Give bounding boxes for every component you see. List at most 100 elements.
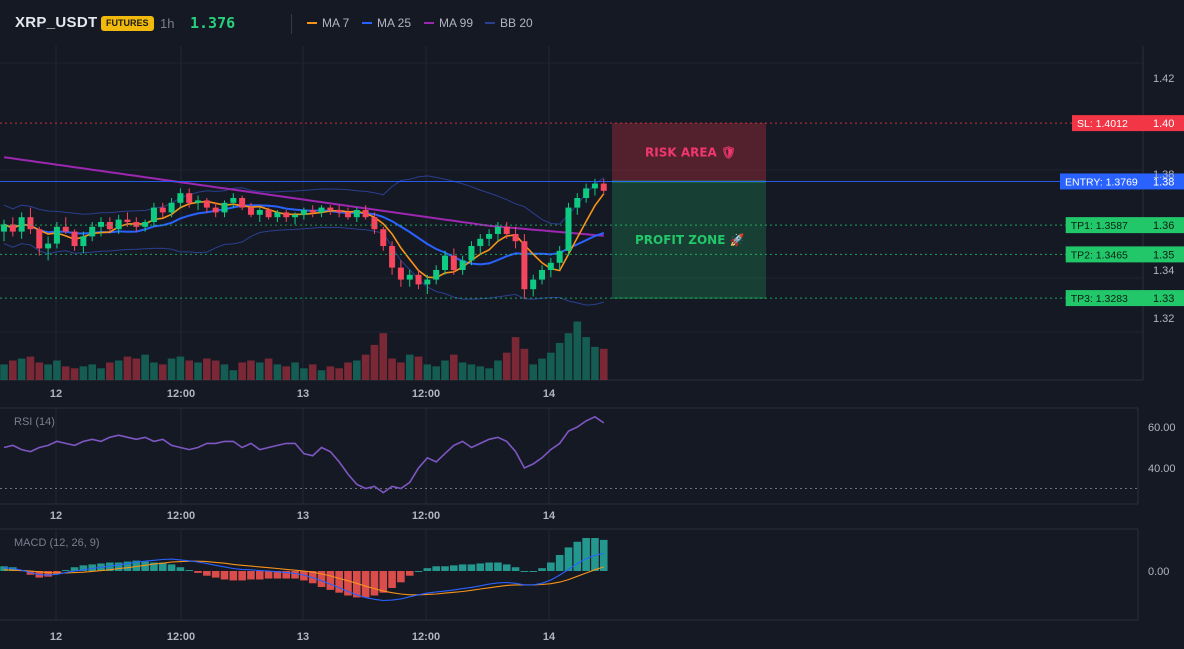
macd-histogram-bar <box>564 547 573 571</box>
volume-bar <box>220 364 229 380</box>
level-axis-box <box>1143 217 1184 234</box>
level-axis-box <box>1143 173 1184 190</box>
candle-body <box>89 226 96 237</box>
volume-bar <box>203 358 211 380</box>
volume-bar <box>44 364 52 380</box>
rsi-tick-label: 60.00 <box>1148 422 1176 434</box>
level-axis-box <box>1143 115 1184 132</box>
price-axis: 1.42 1.38 1.34 1.32 12 12:00 13 12:00 14 12 12:00 1… <box>50 73 1175 643</box>
candle-body <box>106 222 113 230</box>
macd-histogram-bar <box>511 567 520 571</box>
candle-body <box>547 262 554 270</box>
candle-body <box>397 267 404 280</box>
macd-histogram-bar <box>405 571 414 576</box>
volume-bar <box>150 362 158 380</box>
volume-bar <box>211 360 220 380</box>
level-axis-box <box>1143 246 1184 263</box>
candle-body <box>124 219 131 222</box>
candle-body <box>565 207 572 251</box>
candle-body <box>318 207 325 213</box>
rsi-title: RSI (14) <box>14 416 55 428</box>
volume-bar <box>238 362 246 380</box>
candle-body <box>150 207 157 222</box>
macd-histogram-bar <box>61 570 70 572</box>
macd-histogram-bar <box>361 571 370 598</box>
level-axis-value: 1.35 <box>1153 249 1174 261</box>
macd-histogram-bar <box>158 562 167 571</box>
candle-body <box>133 222 140 227</box>
volume-bar <box>432 366 440 380</box>
volume-bar <box>185 360 194 380</box>
volume-bar <box>0 364 8 380</box>
price-tick-label: 1.38 <box>1153 169 1174 181</box>
legend-ma7[interactable]: MA 7 <box>307 16 349 30</box>
candle-body <box>591 183 598 189</box>
macd-time-tick-label: 14 <box>543 631 556 643</box>
volume-bar <box>458 362 467 380</box>
level-axis-value: 1.38 <box>1153 176 1174 188</box>
macd-histogram-bar <box>397 571 405 583</box>
macd-histogram-bar <box>0 566 8 571</box>
rsi-pane: RSI (14) 60.00 40.00 <box>0 415 1176 494</box>
volume-bar <box>53 360 61 380</box>
volume-bar <box>547 352 555 380</box>
volume-bar <box>485 368 493 380</box>
macd-histogram-bar <box>44 571 52 577</box>
legend-ma25[interactable]: MA 25 <box>362 16 411 30</box>
candle-body <box>1 224 7 232</box>
macd-histogram-bar <box>9 567 17 571</box>
macd-histogram-bar <box>106 562 114 571</box>
candle-body <box>9 224 16 232</box>
candle-body <box>583 188 590 198</box>
timeframe-selector[interactable]: 1h <box>160 16 175 31</box>
last-price: 1.376 <box>190 14 236 32</box>
level-label: ENTRY: 1.3769 <box>1065 176 1138 188</box>
macd-time-tick-label: 12 <box>50 631 62 643</box>
candle-body <box>283 212 290 218</box>
volume-bar <box>255 362 264 380</box>
candle-body <box>415 274 422 285</box>
volume-bar <box>397 362 405 380</box>
macd-signal-line <box>3 560 604 596</box>
candle-body <box>256 210 263 215</box>
volume-bar <box>520 348 529 380</box>
macd-histogram-bar <box>326 571 335 590</box>
price-time-tick-label: 13 <box>297 388 309 400</box>
legend-ma99[interactable]: MA 99 <box>424 16 473 30</box>
volume-bar <box>35 362 44 380</box>
candle-body <box>142 222 149 227</box>
volume-bar <box>476 366 485 380</box>
volume-bar <box>423 364 432 380</box>
profit-zone <box>612 181 766 299</box>
macd-line <box>3 552 604 602</box>
legend-bb20[interactable]: BB 20 <box>485 16 533 30</box>
macd-histogram-bar <box>114 562 123 571</box>
macd-histogram-bar <box>247 571 255 580</box>
symbol-name[interactable]: XRP_USDT <box>15 14 98 31</box>
volume-bar <box>167 358 176 380</box>
volume-bar <box>9 360 17 380</box>
macd-histogram-bar <box>494 562 502 571</box>
macd-histogram-bar <box>520 571 529 572</box>
volume-bar <box>97 368 105 380</box>
candle-body <box>539 270 546 280</box>
volume-bars <box>0 321 608 380</box>
level-label: TP3: 1.3283 <box>1071 293 1128 305</box>
rsi-tick-label: 40.00 <box>1148 463 1176 475</box>
level-axis-value: 1.36 <box>1153 220 1174 232</box>
macd-histogram-bar <box>282 571 291 579</box>
bollinger-bands <box>3 175 605 306</box>
macd-histogram-bar <box>211 571 220 578</box>
legend-ma7-label: MA 7 <box>322 16 350 30</box>
volume-bar <box>467 364 476 380</box>
candle-body <box>186 193 193 203</box>
level-label-box <box>1065 217 1143 234</box>
candle-body <box>424 279 431 285</box>
macd-histogram-bar <box>141 561 149 571</box>
candle-body <box>477 238 484 246</box>
price-tick-label: 1.42 <box>1153 73 1174 85</box>
candle-body <box>521 241 528 290</box>
macd-histogram-bar <box>229 571 238 581</box>
volume-bar <box>555 342 564 380</box>
